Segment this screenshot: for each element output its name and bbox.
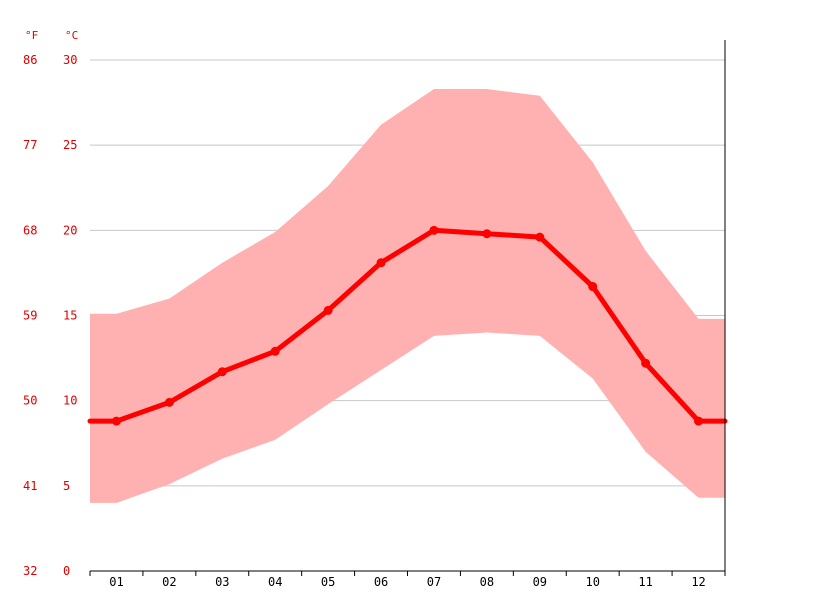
mean-temperature-points [111, 225, 704, 426]
y-tick-label-f: 41 [23, 479, 37, 493]
x-tick-label: 03 [215, 575, 229, 589]
data-point [482, 229, 492, 239]
x-tick-label: 10 [585, 575, 599, 589]
tick-labels: °F °C 32 0 41 5 50 10 59 15 68 20 77 25 86 30 01 02 03 04… [23, 29, 706, 589]
data-point [641, 358, 651, 368]
x-tick-label: 11 [638, 575, 652, 589]
data-point [323, 305, 333, 315]
data-point [270, 346, 280, 356]
y-tick-label-c: 30 [63, 53, 77, 67]
data-point [694, 416, 704, 426]
data-point [164, 397, 174, 407]
mean-temperature-line [87, 227, 728, 424]
data-point [429, 225, 439, 235]
y-tick-label-c: 20 [63, 223, 77, 237]
data-point [217, 367, 227, 377]
y-tick-label-f: 32 [23, 564, 37, 578]
x-tick-label: 04 [268, 575, 282, 589]
data-point [111, 416, 121, 426]
y-tick-label-f: 77 [23, 138, 37, 152]
y-tick-label-f: 50 [23, 394, 37, 408]
data-point [535, 232, 545, 242]
data-point [588, 282, 598, 292]
y-tick-label-c: 0 [63, 564, 70, 578]
data-point [376, 258, 386, 268]
y-tick-label-c: 5 [63, 479, 70, 493]
x-tick-label: 09 [533, 575, 547, 589]
axes [89, 40, 726, 576]
temperature-range-band [90, 89, 725, 503]
y-tick-label-f: 68 [23, 223, 37, 237]
x-tick-label: 02 [162, 575, 176, 589]
celsius-unit-label: °C [65, 29, 78, 42]
x-tick-label: 05 [321, 575, 335, 589]
x-tick-label: 08 [480, 575, 494, 589]
y-tick-label-c: 10 [63, 394, 77, 408]
x-tick-label: 12 [691, 575, 705, 589]
x-tick-label: 01 [109, 575, 123, 589]
fahrenheit-unit-label: °F [25, 29, 38, 42]
y-tick-label-c: 25 [63, 138, 77, 152]
y-tick-label-c: 15 [63, 309, 77, 323]
y-tick-label-f: 86 [23, 53, 37, 67]
x-tick-label: 07 [427, 575, 441, 589]
x-tick-label: 06 [374, 575, 388, 589]
y-tick-label-f: 59 [23, 309, 37, 323]
